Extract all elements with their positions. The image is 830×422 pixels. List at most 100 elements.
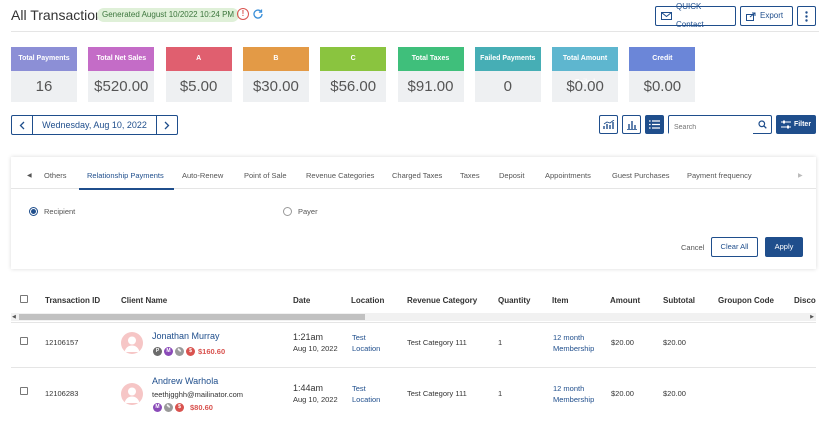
- item-line-1: 12 month: [553, 384, 585, 393]
- badge-edit-icon: ✎: [175, 347, 184, 356]
- filter-button[interactable]: Filter: [776, 115, 816, 134]
- radio-recipient[interactable]: Recipient: [29, 207, 75, 216]
- tab-charged-taxes[interactable]: Charged Taxes: [392, 171, 443, 180]
- export-icon: [746, 12, 756, 21]
- tab-relationship-payments[interactable]: Relationship Payments: [87, 171, 164, 180]
- tab-others[interactable]: Others: [44, 171, 67, 180]
- stat-tile-label: B: [242, 47, 309, 71]
- stat-tile-credit: Credit $0.00: [629, 47, 696, 102]
- stat-tile-value: $520.00: [88, 71, 155, 102]
- stat-tile-value: $56.00: [320, 71, 387, 102]
- transaction-date: 1:44am Aug 10, 2022: [293, 383, 338, 405]
- search-box: [668, 115, 772, 136]
- location-line-1: Test: [352, 333, 366, 342]
- tab-taxes[interactable]: Taxes: [460, 171, 480, 180]
- header-divider: [11, 31, 819, 32]
- transaction-day: Aug 10, 2022: [293, 395, 338, 404]
- tab-appointments[interactable]: Appointments: [545, 171, 591, 180]
- tab-deposit[interactable]: Deposit: [499, 171, 525, 180]
- col-discount[interactable]: Disco: [794, 296, 816, 305]
- date-label[interactable]: Wednesday, Aug 10, 2022: [32, 116, 157, 134]
- chevron-right-icon: [164, 121, 170, 129]
- col-amount[interactable]: Amount: [610, 296, 641, 305]
- quick-contact-label: QUICK Contact: [676, 2, 704, 29]
- sliders-icon: [780, 120, 791, 129]
- location-link[interactable]: Test Location: [352, 383, 380, 405]
- tabs-scroll-right-icon[interactable]: ▶: [798, 173, 803, 179]
- filter-tabs: ◀ Others Relationship Payments Auto-Rene…: [11, 165, 816, 190]
- location-line-2: Location: [352, 344, 381, 353]
- radio-payer[interactable]: Payer: [283, 207, 318, 216]
- chart-trend-button[interactable]: [599, 115, 618, 134]
- stat-tile-c: C $56.00: [320, 47, 387, 102]
- col-transaction-id[interactable]: Transaction ID: [45, 296, 101, 305]
- tab-revenue-categories[interactable]: Revenue Categories: [306, 171, 375, 180]
- col-subtotal[interactable]: Subtotal: [663, 296, 695, 305]
- tab-guest-purchases[interactable]: Guest Purchases: [612, 171, 670, 180]
- stat-tile-label: C: [320, 47, 387, 71]
- badge-dollar-icon: $: [186, 347, 195, 356]
- radio-payer-dot[interactable]: [283, 207, 292, 216]
- select-all-checkbox[interactable]: [20, 295, 28, 303]
- scroll-right-arrow-icon[interactable]: ▶: [810, 314, 814, 320]
- export-button[interactable]: Export: [740, 6, 793, 26]
- row-divider: [11, 367, 816, 368]
- item-link[interactable]: 12 month Membership: [553, 383, 594, 405]
- tab-payment-frequency[interactable]: Payment frequency: [687, 171, 752, 180]
- stat-tile-total-amount-failed: Total Amount Failed$0.00: [552, 47, 619, 102]
- chevron-left-icon: [19, 121, 25, 129]
- search-icon[interactable]: [758, 120, 767, 129]
- more-options-button[interactable]: [797, 6, 816, 26]
- client-name-link[interactable]: Andrew Warhola: [152, 376, 219, 386]
- filter-panel: ◀ Others Relationship Payments Auto-Rene…: [11, 157, 816, 269]
- clear-all-button[interactable]: Clear All: [711, 237, 758, 257]
- stat-tile-value: $30.00: [242, 71, 309, 102]
- stat-tile-label: Total Taxes: [397, 47, 464, 71]
- stat-tile-label: Credit: [629, 47, 696, 71]
- col-date[interactable]: Date: [293, 296, 311, 305]
- list-icon: [649, 120, 660, 129]
- transaction-id: 12106283: [45, 389, 79, 398]
- badge-m-icon: M: [153, 403, 162, 412]
- list-view-button[interactable]: [645, 115, 664, 134]
- client-name-link[interactable]: Jonathan Murray: [152, 331, 220, 341]
- avatar: [121, 383, 143, 405]
- page-title: All Transactions: [11, 7, 110, 23]
- location-link[interactable]: Test Location: [352, 332, 380, 354]
- radio-recipient-dot[interactable]: [29, 207, 38, 216]
- stat-tile-a: A $5.00: [165, 47, 232, 102]
- tab-auto-renew[interactable]: Auto-Renew: [182, 171, 224, 180]
- amount-due: $160.60: [198, 347, 226, 356]
- prev-date-button[interactable]: [12, 116, 32, 134]
- horizontal-scrollbar[interactable]: ◀ ▶: [11, 313, 816, 321]
- item-link[interactable]: 12 month Membership: [553, 332, 594, 354]
- col-client-name[interactable]: Client Name: [121, 296, 168, 305]
- apply-button[interactable]: Apply: [765, 237, 803, 257]
- stat-tile-label: Total Amount Failed: [552, 47, 619, 86]
- tab-point-of-sale[interactable]: Point of Sale: [244, 171, 287, 180]
- col-location[interactable]: Location: [351, 296, 385, 305]
- scrollbar-thumb[interactable]: [19, 314, 365, 320]
- stat-tile-total-payments: Total Payments 16: [11, 47, 77, 102]
- next-date-button[interactable]: [157, 116, 177, 134]
- transaction-day: Aug 10, 2022: [293, 344, 338, 353]
- refresh-icon[interactable]: [252, 8, 264, 20]
- quick-contact-button[interactable]: QUICK Contact: [655, 2, 736, 29]
- search-input[interactable]: [669, 119, 753, 136]
- col-revenue-category[interactable]: Revenue Category: [407, 296, 478, 305]
- bar-chart-button[interactable]: [622, 115, 641, 134]
- col-item[interactable]: Item: [552, 296, 569, 305]
- tabs-scroll-left-icon[interactable]: ◀: [27, 173, 32, 179]
- cancel-button[interactable]: Cancel: [681, 243, 705, 252]
- badge-dollar-icon: $: [175, 403, 184, 412]
- row-checkbox[interactable]: [20, 337, 28, 345]
- scroll-left-arrow-icon[interactable]: ◀: [12, 314, 16, 320]
- col-quantity[interactable]: Quantity: [498, 296, 531, 305]
- stat-tile-label: Total Payments: [11, 47, 77, 71]
- bar-chart-icon: [626, 120, 637, 130]
- stat-tile-label: Failed Payments: [474, 47, 541, 71]
- row-checkbox[interactable]: [20, 387, 28, 395]
- item-line-1: 12 month: [553, 333, 585, 342]
- col-groupon-code[interactable]: Groupon Code: [718, 296, 774, 305]
- info-icon[interactable]: !: [237, 8, 249, 20]
